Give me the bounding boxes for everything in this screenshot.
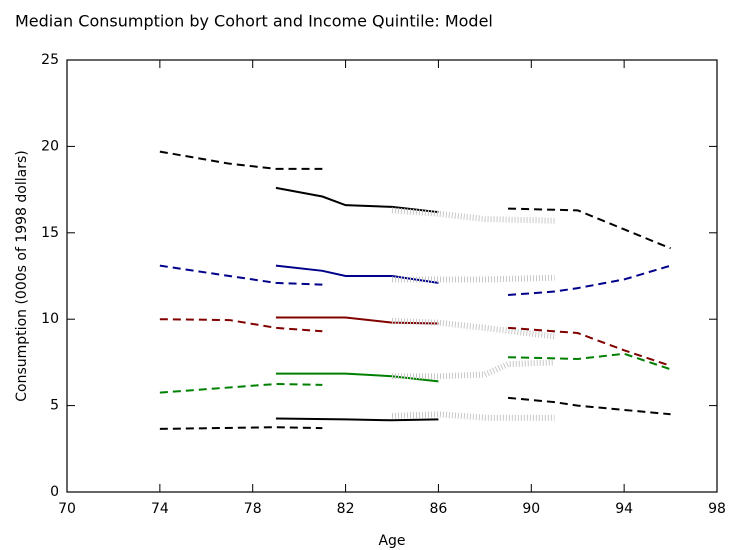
series-line — [391, 411, 555, 421]
x-tick-label: 98 — [708, 501, 726, 517]
series-line — [391, 317, 555, 340]
x-tick-label: 70 — [58, 501, 76, 517]
chart-title: Median Consumption by Cohort and Income … — [15, 12, 493, 31]
plot-frame — [66, 59, 718, 493]
series-line — [159, 426, 323, 430]
x-tick-label: 90 — [522, 501, 540, 517]
series-line — [391, 207, 555, 224]
series-line — [392, 274, 555, 283]
x-tick-label: 86 — [430, 501, 448, 517]
x-tick-label: 94 — [615, 501, 633, 517]
y-tick-label: 0 — [50, 484, 59, 500]
y-tick-label: 25 — [41, 52, 59, 68]
series-line — [275, 417, 439, 422]
y-tick-label: 10 — [41, 311, 59, 327]
series-line — [508, 352, 671, 371]
series-line — [159, 264, 323, 286]
x-tick-label: 74 — [151, 501, 169, 517]
series-line — [507, 326, 671, 367]
series-line — [507, 264, 671, 297]
y-tick-label: 20 — [41, 138, 59, 154]
series-line — [159, 150, 323, 170]
series-line — [159, 318, 323, 333]
y-axis-label: Consumption (000s of 1998 dollars) — [14, 150, 30, 401]
y-tick-label: 5 — [50, 398, 59, 414]
x-tick-label: 82 — [337, 501, 355, 517]
series-line — [275, 316, 439, 325]
series-line — [275, 186, 439, 214]
series-line — [507, 396, 671, 416]
series-line — [275, 372, 439, 383]
x-axis-label: Age — [378, 533, 405, 549]
series-line — [508, 207, 671, 250]
series-line — [275, 264, 439, 284]
x-tick-label: 78 — [244, 501, 262, 517]
series-line — [392, 359, 555, 380]
y-tick-label: 15 — [41, 225, 59, 241]
series-line — [159, 382, 323, 394]
